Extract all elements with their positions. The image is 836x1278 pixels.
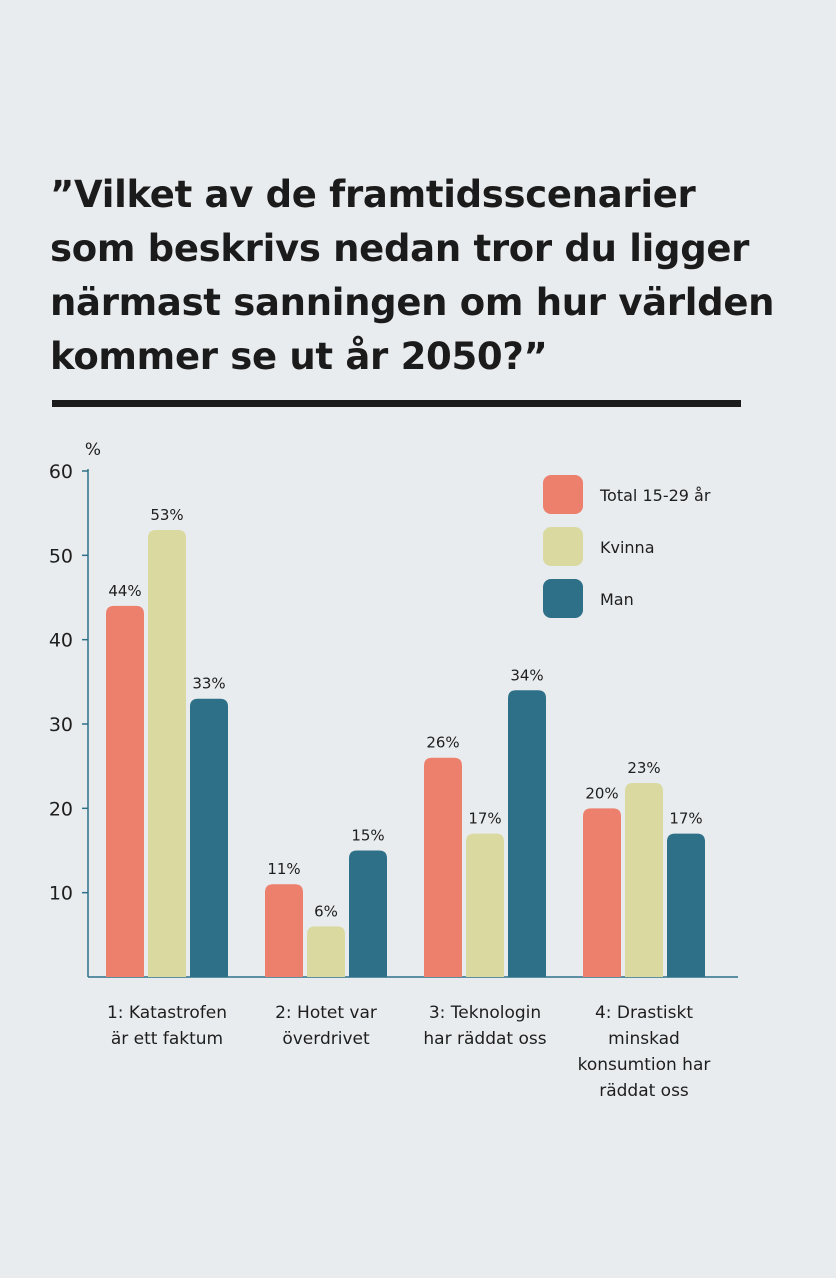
- bar-value-label: 53%: [150, 506, 183, 524]
- x-category-label-line: 3: Teknologin: [428, 1003, 542, 1023]
- bar-value-label: 23%: [627, 759, 660, 777]
- bar-value-label: 26%: [426, 734, 459, 752]
- y-tick-label: 60: [49, 461, 73, 483]
- bar-value-label: 15%: [351, 827, 384, 845]
- bar-value-label: 44%: [108, 582, 141, 600]
- x-category-label: 2: Hotet var överdrivet: [241, 1000, 411, 1052]
- x-category-label-line: överdrivet: [282, 1029, 370, 1049]
- x-category-label-line: konsumtion har: [577, 1055, 711, 1075]
- bar: [265, 884, 303, 977]
- y-tick-label: 10: [49, 883, 73, 905]
- title-divider: [52, 400, 741, 407]
- bar-value-label: 33%: [192, 675, 225, 693]
- x-category-label: 4: Drastiskt minskad konsumtion har räddat …: [559, 1000, 729, 1104]
- y-tick-label: 40: [49, 630, 73, 652]
- bar-value-label: 17%: [468, 810, 501, 828]
- legend-label: Kvinna: [600, 538, 655, 557]
- bar-chart: % 10 20 30 40 50 60 44% 53% 33% 11% 6% 15% 26% 17% 34% 2…: [49, 440, 738, 978]
- x-category-label-line: är ett faktum: [110, 1029, 224, 1049]
- y-axis-label: %: [85, 440, 101, 460]
- bar: [625, 783, 663, 977]
- bar: [466, 833, 504, 977]
- legend-swatch: [543, 475, 583, 514]
- x-category-label: 1: Katastrofen är ett faktum: [82, 1000, 252, 1052]
- bar: [583, 808, 621, 977]
- x-category-label-line: räddat oss: [599, 1081, 689, 1101]
- x-category-label-line: 1: Katastrofen: [106, 1003, 228, 1023]
- bar-value-label: 11%: [267, 860, 300, 878]
- y-tick-label: 20: [49, 798, 73, 820]
- y-tick-label: 50: [49, 545, 73, 567]
- bar: [667, 833, 705, 977]
- y-tick-label: 30: [49, 714, 73, 736]
- legend-swatch: [543, 579, 583, 618]
- legend-swatch: [543, 527, 583, 566]
- bar: [349, 850, 387, 977]
- bar: [190, 698, 228, 977]
- bar: [148, 530, 186, 977]
- x-category-label: 3: Teknologin har räddat oss: [400, 1000, 570, 1052]
- x-category-label-line: minskad: [608, 1029, 680, 1049]
- bar-value-label: 20%: [585, 784, 618, 802]
- bar-value-label: 6%: [314, 902, 338, 920]
- bar-value-label: 34%: [510, 666, 543, 684]
- bar-value-label: 17%: [669, 810, 702, 828]
- legend-label: Total 15-29 år: [599, 486, 711, 505]
- bar: [424, 757, 462, 977]
- bar: [106, 605, 144, 977]
- legend-label: Man: [600, 590, 634, 609]
- bar: [508, 690, 546, 977]
- bar: [307, 926, 345, 977]
- x-category-label-line: 2: Hotet var: [275, 1003, 377, 1023]
- x-category-label-line: 4: Drastiskt: [594, 1003, 694, 1023]
- chart-title: ”Vilket av de framtidsscenarier som besk…: [50, 173, 775, 378]
- x-category-label-line: har räddat oss: [423, 1029, 547, 1049]
